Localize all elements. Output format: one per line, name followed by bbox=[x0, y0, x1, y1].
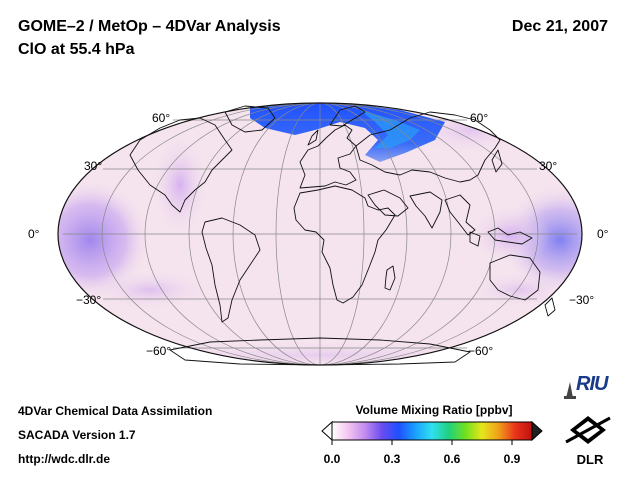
coast-sumatra bbox=[469, 231, 481, 247]
colorbar-tick-label: 0.6 bbox=[443, 452, 461, 466]
footer-url[interactable]: http://wdc.dlr.de bbox=[18, 452, 110, 466]
riu-logo-icon bbox=[564, 382, 576, 399]
coast-south-america bbox=[201, 217, 261, 323]
footer-assimilation: 4DVar Chemical Data Assimilation bbox=[18, 404, 213, 418]
lat-label-60s-right: −60° bbox=[468, 344, 494, 358]
coast-arabia bbox=[367, 189, 409, 217]
dlr-logo-slash bbox=[565, 416, 611, 444]
footer-version: SACADA Version 1.7 bbox=[18, 428, 136, 442]
riu-logo-text: RIU bbox=[576, 373, 608, 395]
dlr-logo-text: DLR bbox=[576, 452, 604, 467]
lat-label-30n-left: 30° bbox=[84, 159, 103, 173]
dlr-logo-icon bbox=[565, 416, 611, 444]
coast-scandinavia bbox=[329, 105, 366, 127]
colorbar-tick-label: 0.0 bbox=[323, 452, 341, 466]
coast-madagascar bbox=[384, 265, 396, 291]
lat-label-eq-right: 0° bbox=[597, 227, 609, 241]
coast-new-zealand bbox=[544, 297, 556, 317]
lat-label-60n-left: 60° bbox=[152, 111, 171, 125]
map-subtitle: ClO at 55.4 hPa bbox=[18, 41, 135, 58]
lat-label-60n-right: 60° bbox=[470, 111, 489, 125]
coast-greenland bbox=[224, 105, 276, 133]
riu-logo-tower bbox=[566, 382, 573, 398]
colorbar-tick-label: 0.9 bbox=[503, 452, 521, 466]
colorbar-min-arrow bbox=[321, 420, 333, 442]
lat-label-60s-left: −60° bbox=[146, 344, 172, 358]
coast-africa bbox=[293, 185, 396, 304]
map-title: GOME–2 / MetOp – 4DVar Analysis bbox=[18, 18, 281, 35]
coast-indonesia bbox=[487, 227, 533, 245]
dlr-logo-diamond bbox=[570, 416, 606, 444]
coast-europe bbox=[299, 124, 357, 189]
riu-logo-base bbox=[564, 396, 576, 399]
map-border bbox=[57, 102, 583, 366]
lat-label-30s-left: −30° bbox=[76, 293, 102, 307]
field-indonesia bbox=[470, 205, 550, 265]
coast-british-isles bbox=[307, 129, 319, 146]
coast-india bbox=[409, 191, 443, 229]
lat-label-30s-right: −30° bbox=[569, 293, 595, 307]
colorbar-ticks bbox=[331, 440, 513, 445]
colorbar-bar bbox=[331, 421, 533, 441]
coast-japan bbox=[491, 149, 503, 173]
colorbar bbox=[321, 420, 543, 445]
coast-se-asia bbox=[444, 194, 476, 236]
lat-label-eq-left: 0° bbox=[28, 227, 40, 241]
colorbar-tick-label: 0.3 bbox=[383, 452, 401, 466]
coast-australia bbox=[489, 254, 541, 301]
colorbar-max-arrow bbox=[531, 420, 543, 442]
field-arctic-core bbox=[360, 110, 420, 148]
coast-asia bbox=[355, 111, 501, 183]
analysis-date: Dec 21, 2007 bbox=[511, 18, 608, 35]
colorbar-title: Volume Mixing Ratio [ppbv] bbox=[355, 403, 513, 417]
coast-antarctica bbox=[169, 337, 471, 366]
field-atlantic-band bbox=[152, 135, 208, 235]
clo-field bbox=[58, 103, 582, 365]
lat-label-30n-right: 30° bbox=[539, 159, 558, 173]
field-south-pacific bbox=[90, 270, 210, 310]
